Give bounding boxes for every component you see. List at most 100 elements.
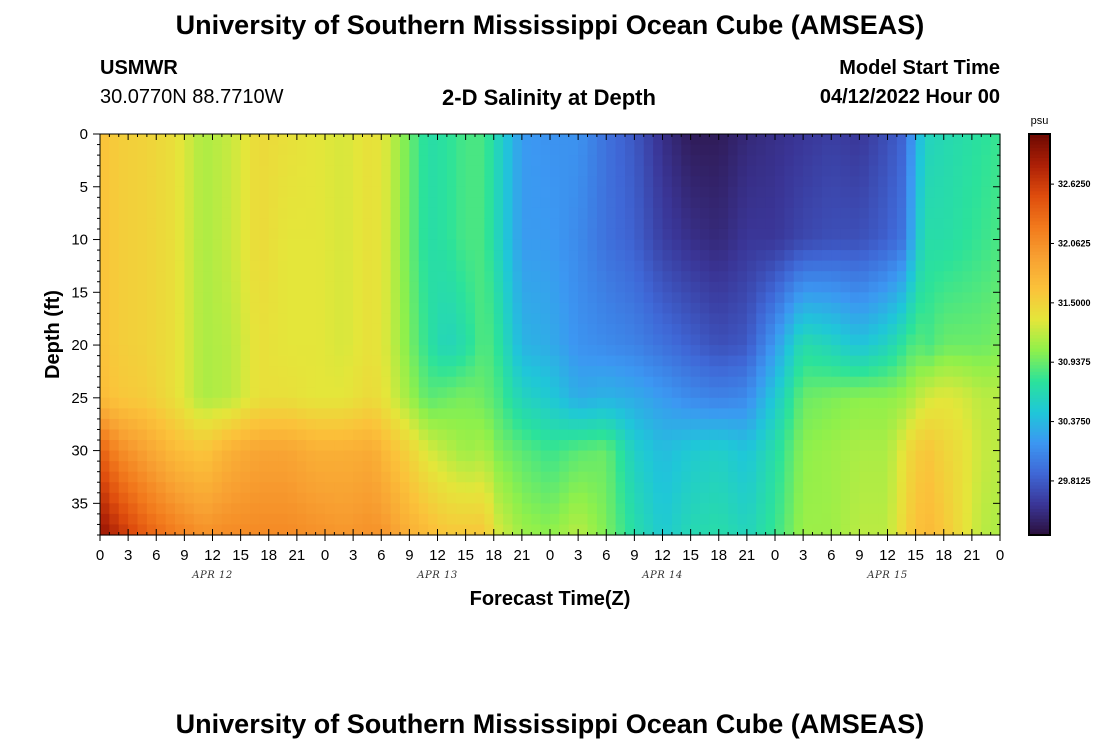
heatmap-cell xyxy=(400,376,410,388)
heatmap-cell xyxy=(465,292,476,304)
heatmap-cell xyxy=(418,197,429,209)
heatmap-cell xyxy=(315,503,326,515)
heatmap-cell xyxy=(540,376,551,388)
heatmap-cell xyxy=(484,134,495,146)
heatmap-cell xyxy=(353,355,364,367)
heatmap-cell xyxy=(540,144,551,156)
heatmap-cell xyxy=(821,408,832,420)
heatmap-cell xyxy=(868,408,879,420)
heatmap-cell xyxy=(446,144,457,156)
heatmap-cell xyxy=(587,228,598,241)
heatmap-cell xyxy=(128,165,139,177)
heatmap-cell xyxy=(568,366,579,378)
colorbar-segment xyxy=(1029,187,1050,192)
heatmap-cell xyxy=(343,492,354,504)
heatmap-cell xyxy=(250,239,260,251)
heatmap-cell xyxy=(446,461,457,473)
heatmap-cell xyxy=(850,397,860,409)
heatmap-cell xyxy=(193,323,204,336)
heatmap-cell xyxy=(962,281,973,293)
heatmap-cell xyxy=(625,134,635,146)
heatmap-cell xyxy=(100,397,110,409)
heatmap-cell xyxy=(400,387,410,399)
heatmap-cell xyxy=(859,503,870,515)
heatmap-cell xyxy=(746,345,757,357)
heatmap-cell xyxy=(493,218,504,230)
heatmap-cell xyxy=(606,418,617,431)
heatmap-cell xyxy=(156,492,167,504)
heatmap-cell xyxy=(212,471,223,483)
heatmap-cell xyxy=(287,313,298,325)
heatmap-cell xyxy=(887,144,898,156)
heatmap-cell xyxy=(943,218,954,230)
heatmap-cell xyxy=(775,513,785,526)
heatmap-cell xyxy=(990,387,1001,399)
heatmap-cell xyxy=(146,260,157,272)
heatmap-cell xyxy=(156,218,167,230)
heatmap-cell xyxy=(296,176,307,188)
heatmap-cell xyxy=(296,387,307,399)
heatmap-cell xyxy=(484,513,495,526)
heatmap-cell xyxy=(493,408,504,420)
heatmap-cell xyxy=(118,271,129,283)
heatmap-cell xyxy=(709,376,720,388)
heatmap-cell xyxy=(409,228,420,241)
heatmap-cell xyxy=(484,492,495,504)
heatmap-cell xyxy=(831,144,842,156)
heatmap-cell xyxy=(990,408,1001,420)
heatmap-cell xyxy=(775,387,785,399)
heatmap-cell xyxy=(550,376,560,388)
heatmap-cell xyxy=(503,482,514,494)
heatmap-cell xyxy=(906,366,917,378)
heatmap-cell xyxy=(231,429,242,441)
heatmap-cell xyxy=(578,513,589,526)
heatmap-cell xyxy=(831,387,842,399)
heatmap-cell xyxy=(981,334,992,346)
heatmap-cell xyxy=(943,524,954,536)
heatmap-cell xyxy=(475,155,485,167)
heatmap-cell xyxy=(896,260,907,272)
heatmap-cell xyxy=(718,186,729,198)
heatmap-cell xyxy=(550,524,560,536)
heatmap-cell xyxy=(381,260,392,272)
heatmap-cell xyxy=(418,524,429,536)
heatmap-cell xyxy=(962,471,973,483)
heatmap-cell xyxy=(390,408,401,420)
heatmap-cell xyxy=(690,355,701,367)
heatmap-cell xyxy=(784,176,795,188)
heatmap-cell xyxy=(662,408,673,420)
heatmap-cell xyxy=(287,176,298,188)
heatmap-cell xyxy=(896,418,907,431)
heatmap-cell xyxy=(615,250,626,262)
heatmap-cell xyxy=(934,440,945,452)
heatmap-cell xyxy=(278,366,289,378)
heatmap-cell xyxy=(334,471,345,483)
heatmap-cell xyxy=(718,313,729,325)
heatmap-cell xyxy=(990,186,1001,198)
x-tick-label: 18 xyxy=(710,547,727,564)
heatmap-cell xyxy=(503,313,514,325)
heatmap-cell xyxy=(840,492,851,504)
heatmap-cell xyxy=(296,134,307,146)
heatmap-cell xyxy=(775,334,785,346)
heatmap-cell xyxy=(887,134,898,146)
heatmap-cell xyxy=(962,345,973,357)
heatmap-cell xyxy=(287,260,298,272)
heatmap-cell xyxy=(362,323,373,336)
heatmap-cell xyxy=(878,440,889,452)
heatmap-cell xyxy=(775,186,785,198)
heatmap-cell xyxy=(512,271,523,283)
heatmap-cell xyxy=(709,281,720,293)
heatmap-cell xyxy=(400,471,410,483)
heatmap-cell xyxy=(512,134,523,146)
heatmap-cell xyxy=(925,207,935,220)
heatmap-cell xyxy=(625,239,635,251)
heatmap-cell xyxy=(128,218,139,230)
heatmap-cell xyxy=(793,513,804,526)
heatmap-cell xyxy=(803,281,814,293)
heatmap-cell xyxy=(156,197,167,209)
heatmap-cell xyxy=(681,218,692,230)
heatmap-cell xyxy=(146,334,157,346)
heatmap-cell xyxy=(737,461,748,473)
heatmap-cell xyxy=(540,281,551,293)
